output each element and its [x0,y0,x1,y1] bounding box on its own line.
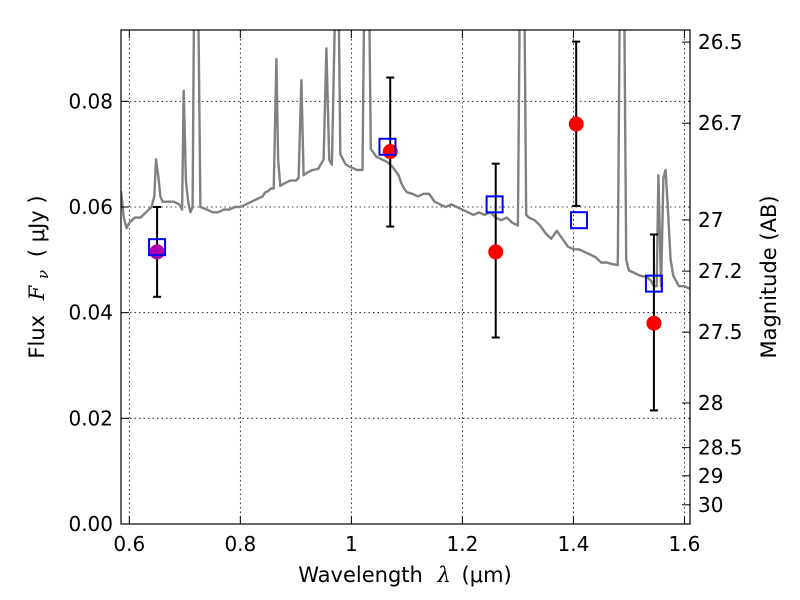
plot-frame [120,29,691,525]
magnitude-tick-label: 27 [698,208,723,232]
observed-point [488,244,504,260]
x-axis-label: Wavelength λ (μm) [298,563,511,587]
model-point [378,137,397,156]
magnitude-tick-label: 29 [698,464,723,488]
y-tick-label: 0.08 [68,89,113,113]
observed-point [149,244,165,260]
y-tick-label: 0.00 [68,512,113,536]
y-tick-label: 0.02 [68,406,113,430]
plot-area [121,30,690,524]
y-axis-label-subscript: ν [34,270,52,279]
observed-point [568,116,584,132]
x-tick-label: 0.8 [224,532,256,556]
y-axis-label-symbol: F [25,284,49,301]
model-point [485,195,504,214]
y-tick-label: 0.04 [68,301,113,325]
magnitude-tick-label: 28.5 [698,436,743,460]
y-axis-label-prefix: Flux [25,315,49,359]
magnitude-tick-label: 26.5 [698,30,743,54]
magnitude-tick-label: 30 [698,493,723,517]
x-axis-label-symbol: λ [437,563,451,587]
x-tick-label: 1.4 [558,532,590,556]
model-point [644,274,663,293]
model-spectrum-line [121,30,690,290]
magnitude-tick-label: 27.2 [698,259,743,283]
magnitude-axis-label: Magnitude (AB) [757,195,781,358]
magnitude-tick-label: 26.7 [698,111,743,135]
x-axis-label-unit: (μm) [462,563,512,587]
model-point [569,211,588,230]
x-axis-label-prefix: Wavelength [298,563,423,587]
magnitude-axis-ticks: 26.5 26.7 27 27.2 27.5 28 28.5 29 30 [682,30,743,517]
model-points [148,137,663,293]
y-tick-label: 0.06 [68,195,113,219]
magnitude-tick-label: 28 [698,391,723,415]
y-axis-label: Flux F ν ( μJy ) [25,195,53,358]
x-axis-ticks: 0.6 0.8 1 1.2 1.4 1.6 [113,30,700,556]
magnitude-tick-label: 27.5 [698,320,743,344]
x-tick-label: 1.6 [669,532,701,556]
x-tick-label: 1.2 [446,532,478,556]
x-tick-label: 1 [345,532,358,556]
x-tick-label: 0.6 [113,532,145,556]
observed-point [646,315,662,331]
model-point [148,238,167,257]
observed-points [149,116,662,331]
y-axis-ticks: 0.00 0.02 0.04 0.06 0.08 [68,89,129,536]
y-axis-label-unit: ( μJy ) [25,195,49,257]
